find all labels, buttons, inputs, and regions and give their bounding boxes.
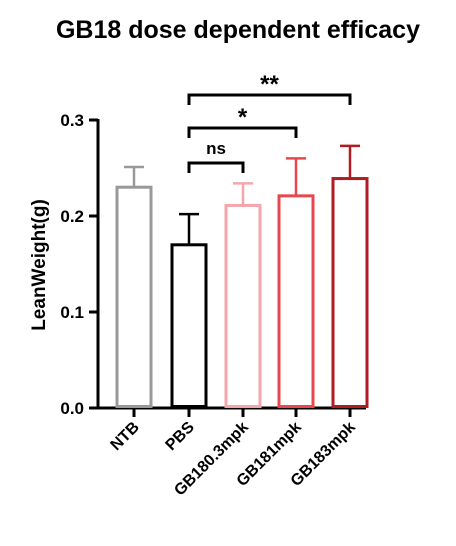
- y-tick-label: 0.3: [60, 111, 84, 130]
- bars: [115, 144, 369, 408]
- significance-label: *: [238, 104, 248, 131]
- significance-bracket: [187, 126, 298, 138]
- x-tick-label: NTB: [108, 419, 143, 454]
- y-tick-label: 0.1: [60, 303, 84, 322]
- bar: [170, 243, 208, 408]
- significance-brackets: ns***: [187, 71, 352, 173]
- bar: [331, 177, 369, 408]
- y-tick-label: 0.0: [60, 399, 84, 418]
- chart-title: GB18 dose dependent efficacy: [56, 16, 420, 44]
- significance-label: ns: [206, 139, 226, 158]
- significance-label: **: [260, 71, 279, 98]
- bar: [277, 194, 315, 408]
- y-tick-label: 0.2: [60, 207, 84, 226]
- bar: [224, 203, 262, 408]
- bar: [115, 185, 153, 408]
- x-tick-label: PBS: [163, 419, 199, 455]
- significance-bracket: [187, 161, 245, 173]
- significance-bracket: [187, 93, 352, 105]
- y-axis-label: LeanWeight(g): [29, 199, 50, 331]
